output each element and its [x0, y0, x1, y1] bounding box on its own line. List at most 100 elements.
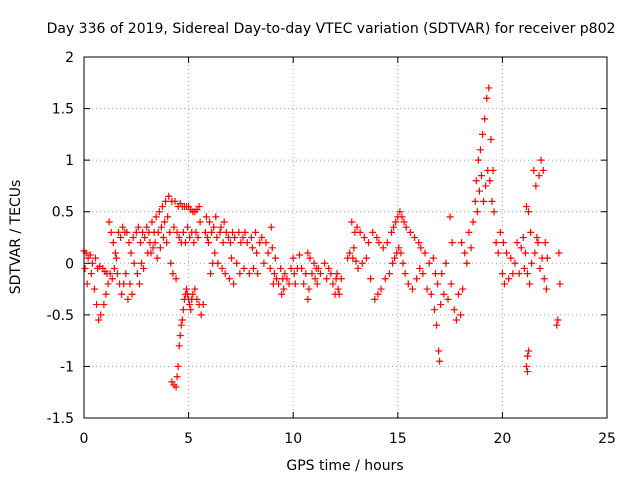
data-point	[252, 228, 260, 236]
data-point	[196, 218, 204, 226]
data-point	[92, 254, 100, 262]
data-point	[362, 254, 370, 262]
data-point	[203, 234, 211, 241]
chart-title: Day 336 of 2019, Sidereal Day-to-day VTE…	[47, 21, 616, 37]
data-point	[176, 331, 184, 339]
data-point	[477, 172, 485, 180]
x-tick-label: 5	[184, 431, 193, 447]
data-point	[173, 228, 181, 236]
data-point	[471, 197, 479, 205]
data-point	[348, 218, 356, 226]
data-point	[431, 270, 439, 278]
data-point	[175, 234, 183, 241]
data-point	[172, 275, 180, 283]
data-point	[171, 197, 179, 205]
data-point	[233, 259, 241, 267]
data-point	[132, 228, 140, 236]
data-point	[173, 373, 181, 381]
data-point	[201, 228, 209, 236]
data-point	[532, 182, 540, 190]
data-point	[408, 285, 416, 293]
data-point	[524, 352, 532, 360]
data-point	[204, 239, 212, 247]
data-point	[115, 228, 123, 236]
data-point	[505, 275, 513, 283]
data-point	[87, 270, 95, 278]
data-point	[119, 223, 127, 231]
data-point	[138, 259, 146, 267]
data-point	[472, 177, 480, 185]
data-point	[391, 254, 399, 262]
data-point	[281, 270, 289, 278]
data-point	[507, 254, 515, 262]
data-point	[155, 208, 163, 216]
data-point	[396, 208, 404, 216]
data-point	[304, 249, 312, 257]
data-point	[437, 301, 445, 309]
data-point	[164, 213, 172, 221]
data-point	[165, 192, 173, 200]
data-point	[314, 264, 322, 272]
data-point	[266, 264, 274, 272]
data-point	[199, 301, 207, 309]
data-point	[135, 280, 143, 288]
data-point	[123, 228, 131, 236]
data-point	[149, 244, 157, 252]
data-point	[105, 218, 113, 226]
data-point	[162, 197, 170, 205]
data-point	[280, 285, 288, 293]
data-point	[202, 213, 210, 221]
data-point	[107, 228, 115, 236]
data-point	[130, 259, 138, 267]
data-point	[531, 249, 539, 257]
data-point	[175, 342, 183, 350]
data-point	[270, 270, 278, 278]
data-point	[503, 249, 511, 257]
data-point	[524, 270, 532, 278]
data-point	[219, 239, 227, 247]
data-point	[186, 301, 194, 309]
y-axis-ticks: -1.5 -1 -0.5 0 0.5 1 1.5 2	[47, 50, 607, 427]
data-point	[350, 244, 358, 252]
data-point	[537, 156, 545, 164]
data-point	[485, 84, 493, 92]
data-point	[448, 239, 456, 247]
data-point	[325, 264, 333, 272]
data-point	[227, 254, 235, 262]
data-point	[452, 316, 460, 324]
data-point	[473, 208, 481, 216]
data-point	[490, 208, 498, 216]
data-point	[404, 280, 412, 288]
data-point	[197, 311, 205, 319]
data-point	[442, 259, 450, 267]
data-point	[349, 254, 357, 262]
data-point	[358, 259, 366, 267]
data-point	[498, 270, 506, 278]
data-point	[511, 259, 519, 267]
data-point	[100, 301, 108, 309]
data-point	[417, 244, 425, 252]
data-point	[157, 223, 165, 231]
data-point	[278, 290, 286, 298]
data-point	[141, 234, 149, 241]
data-point	[467, 244, 475, 252]
data-point	[190, 239, 198, 247]
data-point	[526, 280, 534, 288]
data-point	[487, 136, 495, 144]
data-point	[435, 347, 443, 355]
data-point	[104, 280, 112, 288]
data-point	[285, 280, 293, 288]
data-point	[254, 270, 262, 278]
data-point	[415, 239, 423, 247]
data-point	[206, 218, 214, 226]
x-axis-label: GPS time / hours	[286, 458, 403, 474]
data-point	[95, 316, 103, 324]
data-point	[520, 264, 528, 272]
data-point	[413, 275, 421, 283]
data-point	[236, 270, 244, 278]
data-point	[186, 234, 194, 241]
data-point	[446, 213, 454, 221]
data-point	[298, 264, 306, 272]
data-point	[122, 270, 130, 278]
data-point	[395, 244, 403, 252]
